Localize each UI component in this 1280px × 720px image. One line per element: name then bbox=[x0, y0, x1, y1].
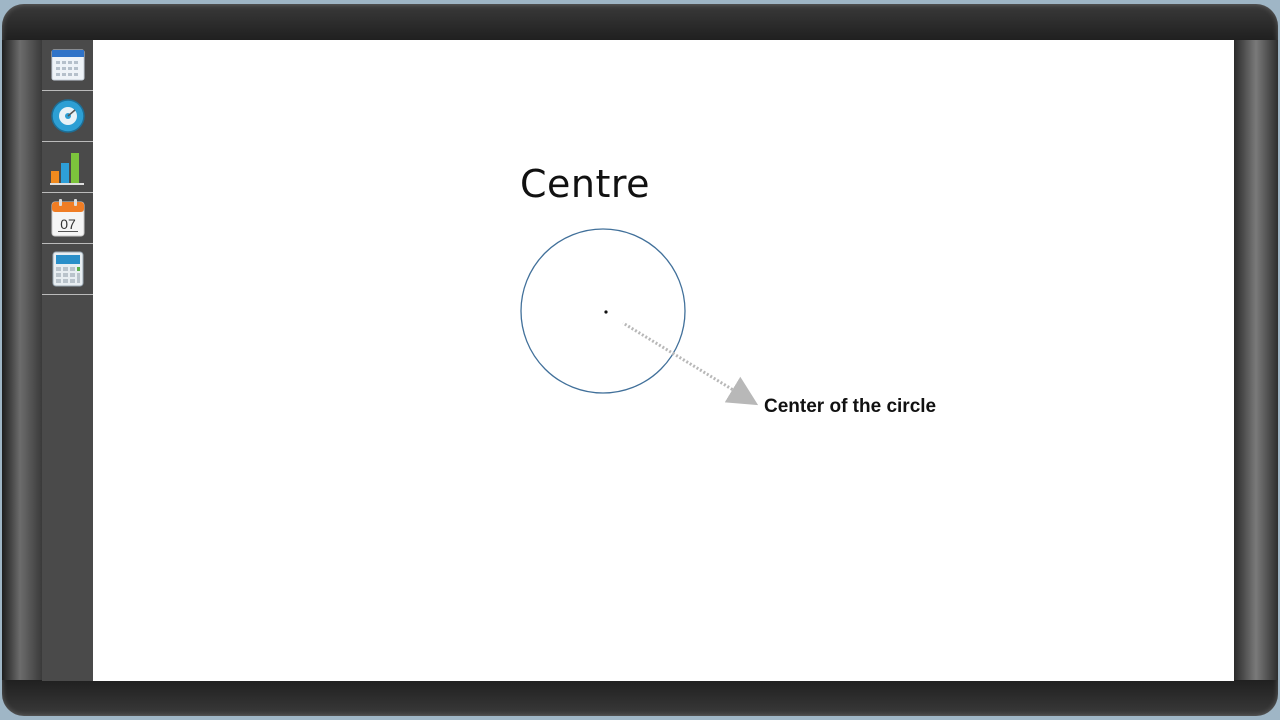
date-calendar-tool[interactable]: 07 bbox=[42, 193, 93, 244]
tool-sidebar: 07 bbox=[42, 40, 93, 681]
calendar-date-text: 07 bbox=[60, 216, 76, 232]
bar-chart-tool[interactable] bbox=[42, 142, 93, 193]
slide-title: Centre bbox=[520, 162, 651, 206]
bar-chart-icon bbox=[49, 153, 84, 185]
calendar-grid-icon bbox=[51, 49, 84, 81]
frame-left-edge bbox=[2, 40, 42, 680]
frame-right-edge bbox=[1234, 40, 1278, 680]
disc-icon bbox=[50, 99, 85, 133]
calendar-grid-tool[interactable] bbox=[42, 40, 93, 91]
pointer-arrow bbox=[622, 321, 759, 406]
calculator-tool[interactable] bbox=[42, 244, 93, 295]
circle-shape bbox=[520, 228, 686, 394]
slide-canvas: Centre Center of the circle bbox=[93, 40, 1234, 681]
date-calendar-icon: 07 bbox=[51, 199, 84, 237]
circle-diagram bbox=[520, 228, 759, 406]
disc-tool[interactable] bbox=[42, 91, 93, 142]
calculator-icon bbox=[52, 251, 83, 287]
center-point bbox=[604, 310, 608, 314]
center-annotation: Center of the circle bbox=[764, 396, 937, 417]
